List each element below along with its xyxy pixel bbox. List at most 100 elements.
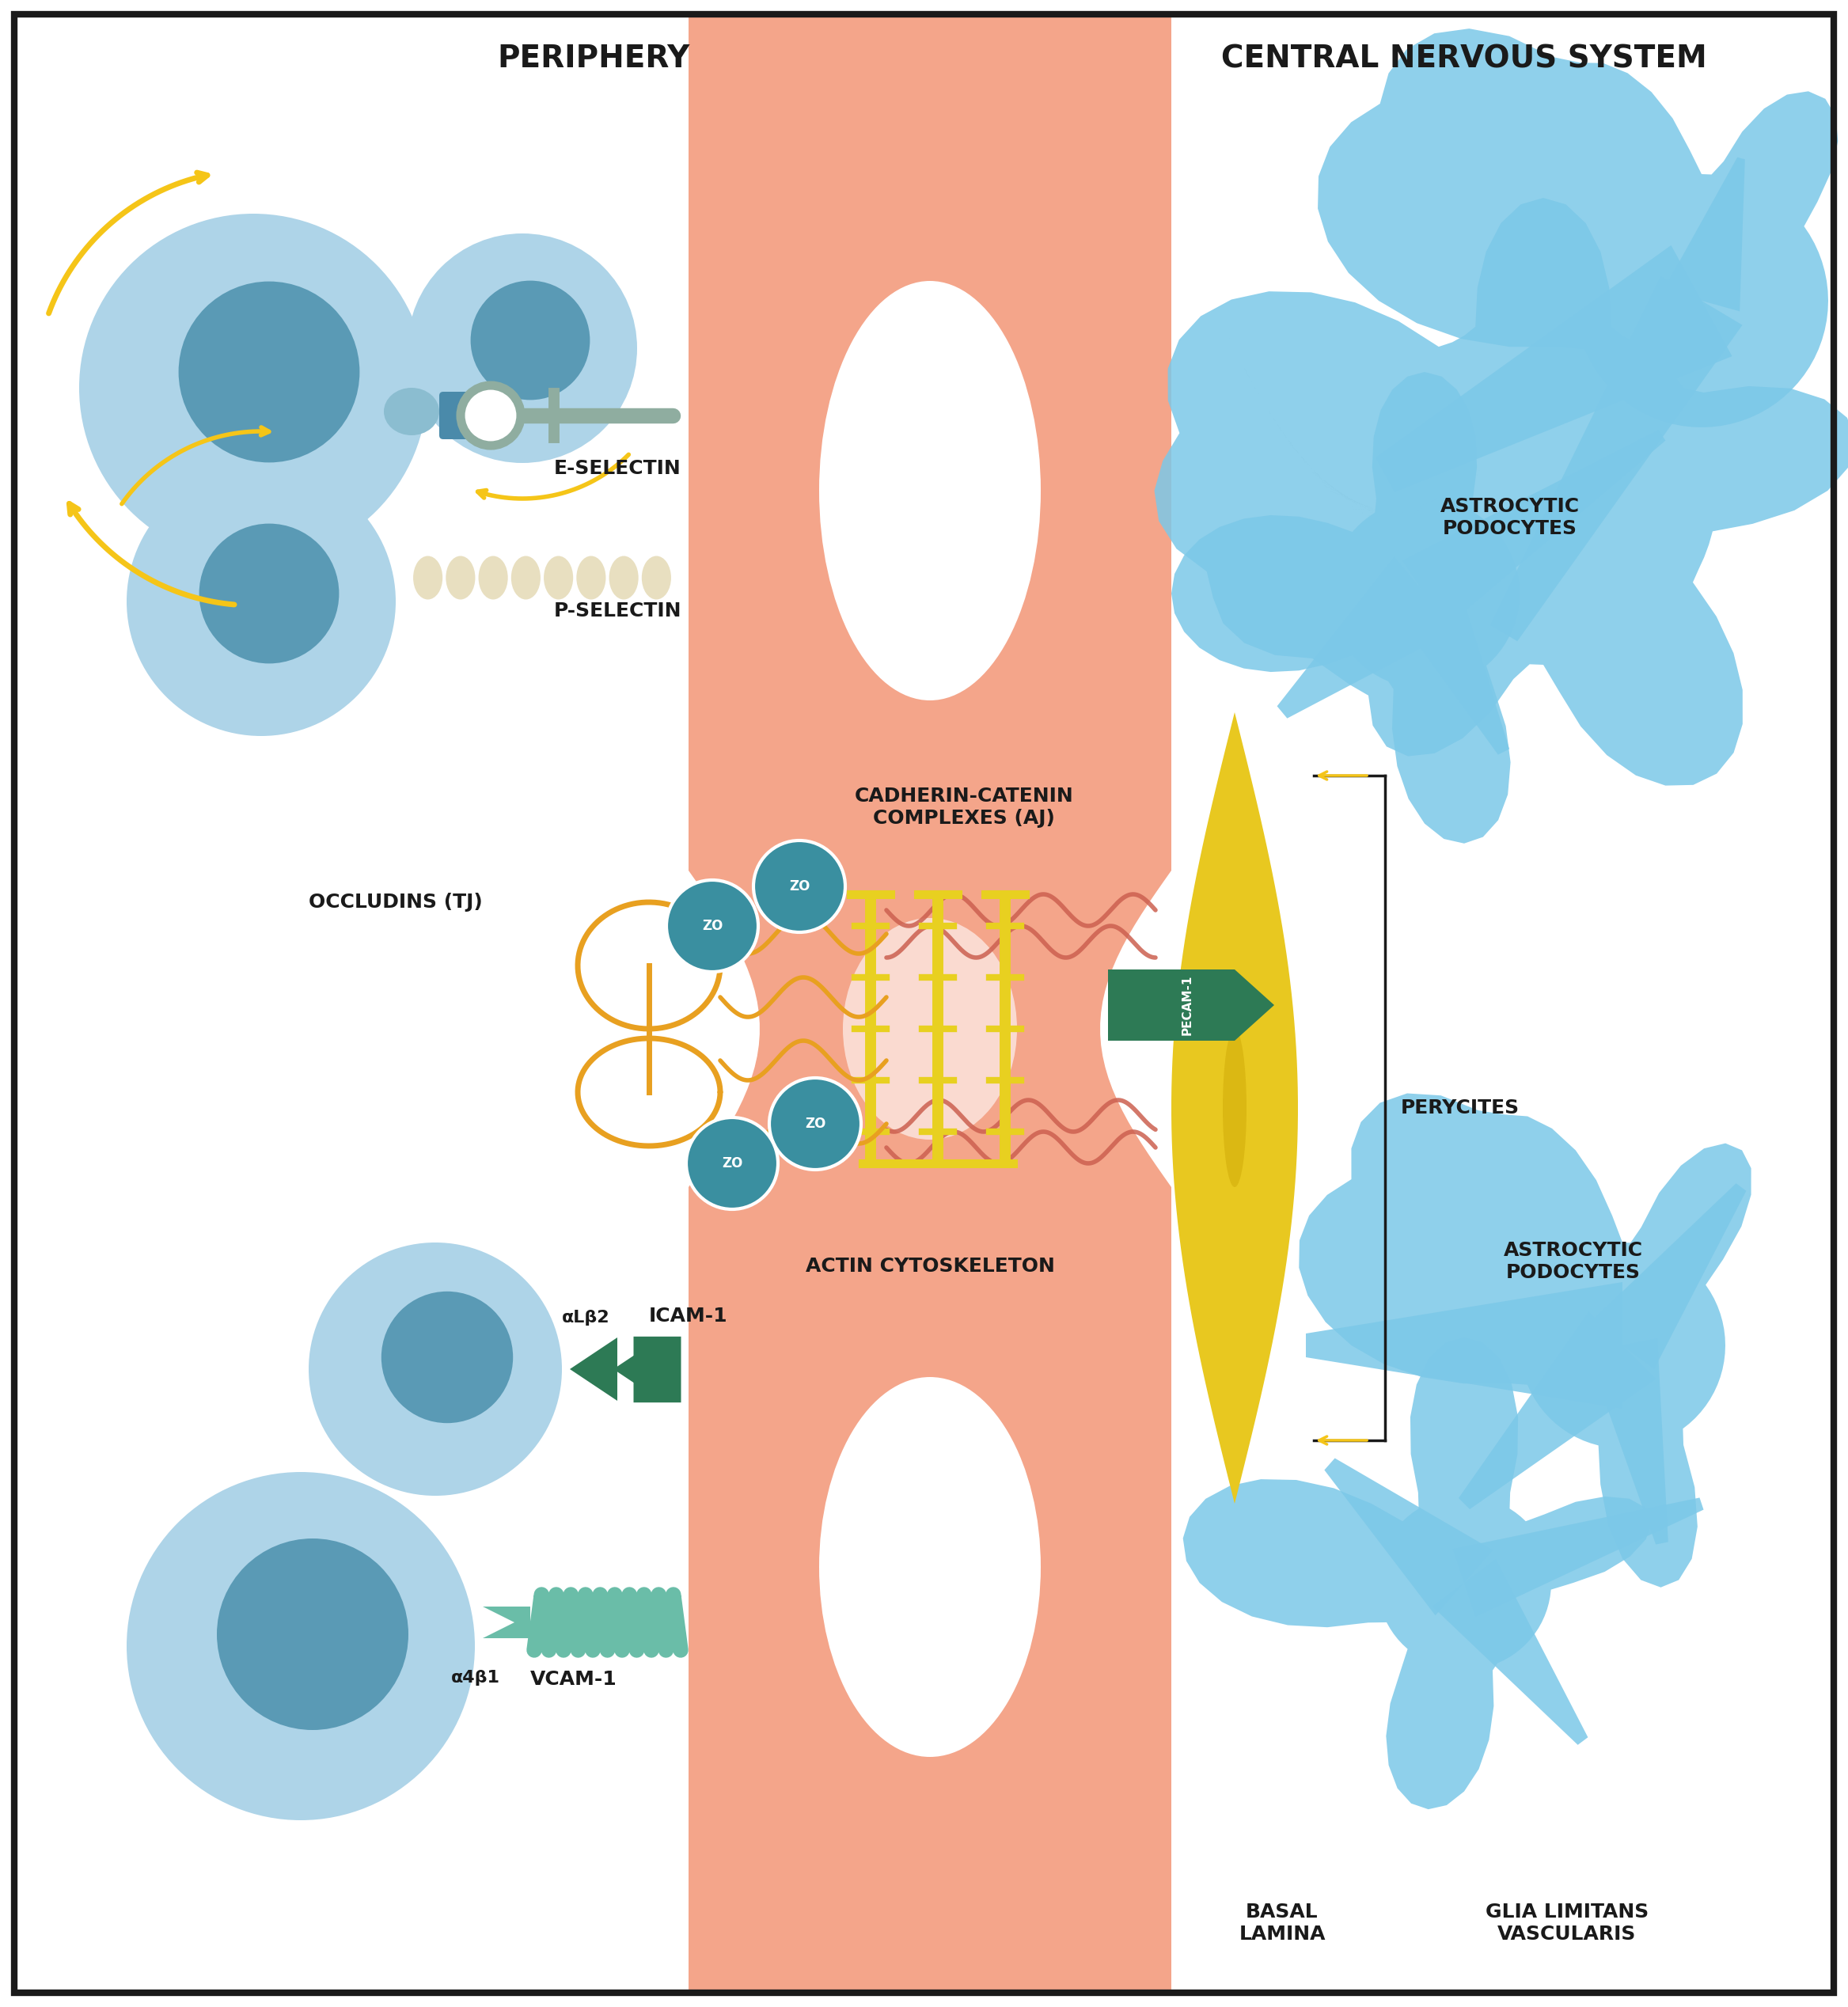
Circle shape — [769, 1078, 861, 1170]
Text: ASTROCYTIC
PODOCYTES: ASTROCYTIC PODOCYTES — [1440, 498, 1580, 538]
Polygon shape — [1244, 369, 1264, 401]
Ellipse shape — [610, 556, 638, 600]
Polygon shape — [1155, 199, 1848, 785]
Polygon shape — [1358, 508, 1441, 514]
Text: P-SELECTIN: P-SELECTIN — [554, 602, 682, 620]
Ellipse shape — [641, 556, 671, 600]
Polygon shape — [1277, 425, 1307, 464]
Polygon shape — [1172, 371, 1519, 843]
Ellipse shape — [512, 556, 540, 600]
Text: BASAL
LAMINA: BASAL LAMINA — [1238, 1903, 1325, 1943]
Polygon shape — [1258, 393, 1281, 429]
Polygon shape — [1489, 277, 1743, 640]
Circle shape — [309, 1242, 562, 1495]
Polygon shape — [1334, 496, 1404, 518]
Ellipse shape — [479, 556, 508, 600]
Text: GLIA LIMITANS
VASCULARIS: GLIA LIMITANS VASCULARIS — [1486, 1903, 1648, 1943]
Ellipse shape — [819, 281, 1040, 700]
Ellipse shape — [543, 556, 573, 600]
Polygon shape — [1307, 1282, 1623, 1409]
Text: E-SELECTIN: E-SELECTIN — [554, 460, 682, 478]
Polygon shape — [1432, 1559, 1587, 1744]
Polygon shape — [614, 1337, 662, 1401]
Circle shape — [471, 281, 590, 399]
Ellipse shape — [384, 387, 440, 436]
Polygon shape — [1371, 496, 1458, 520]
Ellipse shape — [1223, 1030, 1247, 1186]
Text: ACTIN CYTOSKELETON: ACTIN CYTOSKELETON — [806, 1256, 1055, 1276]
Polygon shape — [1312, 472, 1364, 510]
Polygon shape — [1109, 969, 1275, 1042]
Polygon shape — [1587, 1339, 1669, 1545]
Polygon shape — [1345, 506, 1423, 514]
Circle shape — [408, 233, 638, 464]
Ellipse shape — [414, 556, 442, 600]
Polygon shape — [689, 14, 1172, 1993]
Polygon shape — [1364, 502, 1451, 516]
Text: CADHERIN-CATENIN
COMPLEXES (AJ): CADHERIN-CATENIN COMPLEXES (AJ) — [856, 787, 1074, 827]
Polygon shape — [1393, 474, 1480, 522]
Circle shape — [128, 468, 395, 737]
Polygon shape — [1318, 480, 1373, 514]
Circle shape — [79, 213, 427, 562]
Text: PERIPHERY: PERIPHERY — [497, 44, 689, 74]
Text: CENTRAL NERVOUS SYSTEM: CENTRAL NERVOUS SYSTEM — [1222, 44, 1708, 74]
Text: PERYCITES: PERYCITES — [1401, 1098, 1519, 1118]
Polygon shape — [1386, 482, 1473, 522]
Polygon shape — [1340, 500, 1414, 518]
Circle shape — [686, 1118, 778, 1210]
Polygon shape — [1403, 464, 1488, 522]
Polygon shape — [1290, 444, 1325, 484]
Polygon shape — [1403, 429, 1665, 626]
Polygon shape — [1183, 1337, 1652, 1808]
Text: ICAM-1: ICAM-1 — [649, 1307, 728, 1325]
Polygon shape — [1251, 381, 1271, 415]
Circle shape — [179, 281, 360, 462]
Circle shape — [200, 524, 338, 664]
Text: ASTROCYTIC
PODOCYTES: ASTROCYTIC PODOCYTES — [1504, 1240, 1643, 1282]
Polygon shape — [1271, 415, 1297, 454]
Text: α4β1: α4β1 — [451, 1670, 501, 1686]
Text: ZO: ZO — [804, 1116, 826, 1130]
Polygon shape — [1453, 1497, 1704, 1616]
Circle shape — [128, 1471, 475, 1820]
Polygon shape — [1277, 558, 1454, 719]
Text: ZO: ZO — [789, 879, 809, 893]
Polygon shape — [1283, 436, 1316, 474]
Text: OCCLUDINS (TJ): OCCLUDINS (TJ) — [309, 893, 482, 911]
Polygon shape — [1393, 578, 1510, 755]
Polygon shape — [1379, 488, 1465, 522]
Polygon shape — [1325, 1459, 1493, 1616]
Polygon shape — [1375, 245, 1732, 492]
Circle shape — [216, 1539, 408, 1730]
Text: αLβ2: αLβ2 — [562, 1311, 610, 1325]
Polygon shape — [1299, 1094, 1752, 1588]
Ellipse shape — [445, 556, 475, 600]
Polygon shape — [1301, 460, 1343, 498]
Ellipse shape — [843, 917, 1016, 1140]
Circle shape — [381, 1291, 514, 1423]
Polygon shape — [1307, 466, 1355, 504]
Text: ZO: ZO — [702, 919, 723, 933]
Polygon shape — [1458, 1313, 1656, 1509]
Text: VCAM-1: VCAM-1 — [530, 1670, 617, 1688]
Text: ZO: ZO — [721, 1156, 743, 1170]
Polygon shape — [1663, 157, 1745, 311]
Ellipse shape — [819, 1377, 1040, 1756]
Text: PECAM-1: PECAM-1 — [1181, 975, 1194, 1036]
FancyBboxPatch shape — [440, 391, 486, 440]
Polygon shape — [1223, 327, 1238, 355]
Polygon shape — [1172, 712, 1297, 1503]
Circle shape — [667, 879, 758, 971]
Polygon shape — [1318, 28, 1839, 427]
Polygon shape — [1329, 490, 1393, 518]
Circle shape — [460, 385, 521, 446]
Polygon shape — [1231, 341, 1246, 371]
Polygon shape — [1295, 452, 1334, 492]
Polygon shape — [1238, 355, 1255, 387]
Polygon shape — [482, 1606, 530, 1638]
Ellipse shape — [577, 556, 606, 600]
Polygon shape — [569, 1337, 617, 1401]
Polygon shape — [1591, 1184, 1746, 1369]
Polygon shape — [1323, 484, 1384, 516]
